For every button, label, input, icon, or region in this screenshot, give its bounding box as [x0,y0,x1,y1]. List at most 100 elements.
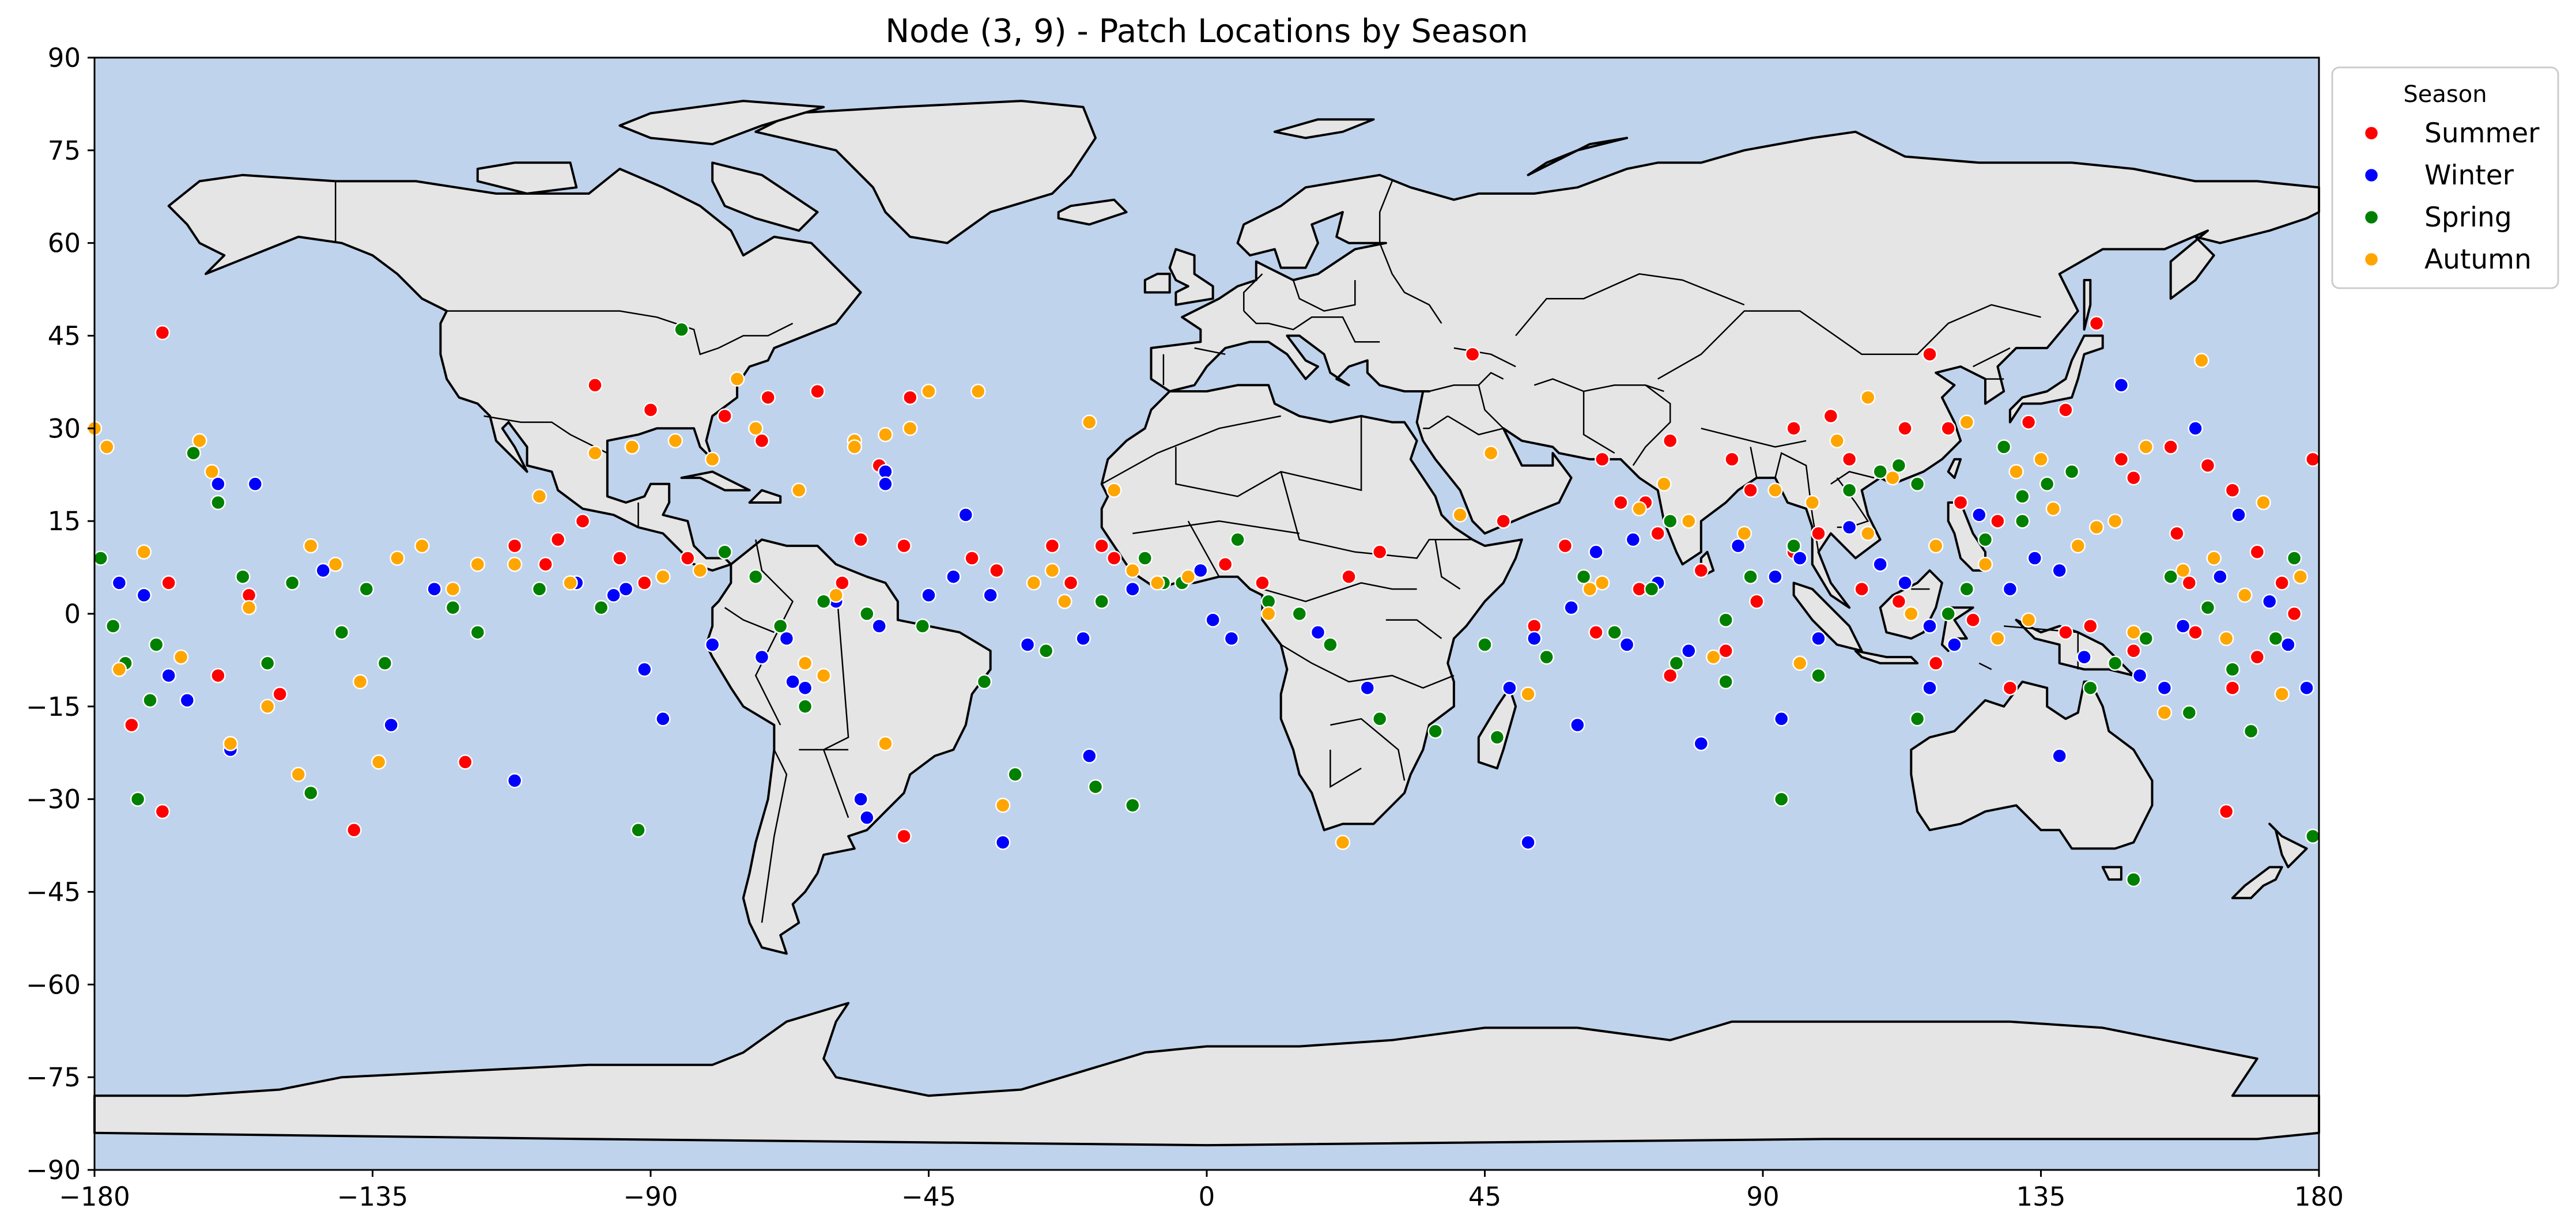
data-point-autumn [241,600,257,616]
data-point-autumn [445,581,461,597]
new-zealand-south-land [2231,866,2283,900]
country-border [1973,347,2011,368]
data-point-spring [772,618,788,634]
data-point-winter [878,476,893,492]
data-point-spring [1607,624,1622,640]
data-point-autumn [1631,501,1647,516]
iceland-land [1057,198,1128,226]
data-point-spring [2107,655,2123,671]
data-point-summer [643,402,659,418]
data-point-summer [2083,618,2098,634]
data-point-spring [470,624,486,640]
data-point-autumn [667,433,683,449]
data-point-summer [1718,643,1733,659]
data-point-spring [2224,662,2241,677]
data-point-summer [2224,482,2241,498]
data-point-summer [754,433,770,449]
japan-land [2008,334,2104,424]
y-tick-label: −30 [26,784,81,815]
data-point-winter [754,649,770,665]
x-tick-label: −90 [624,1181,678,1212]
data-point-autumn [204,464,220,479]
data-point-autumn [1594,575,1610,591]
data-point-winter [995,834,1011,850]
data-point-summer [810,383,825,399]
data-point-spring [915,618,931,634]
data-point-spring [2305,828,2321,844]
data-point-winter [1619,637,1635,652]
data-point-autumn [1903,606,1919,622]
data-point-autumn [1977,556,1993,572]
data-point-autumn [587,445,603,461]
data-point-summer [154,324,171,341]
country-border [1533,378,1664,392]
data-point-spring [748,569,764,584]
data-point-summer [896,538,912,554]
data-point-spring [674,322,689,338]
data-point-summer [272,686,288,702]
data-point-winter [1767,569,1783,584]
data-point-winter [1223,630,1240,647]
data-point-summer [2126,643,2141,659]
legend-box [2331,66,2559,289]
data-point-spring [445,600,461,616]
x-tick-label: 135 [2016,1181,2066,1212]
data-point-summer [1811,526,1826,541]
data-point-summer [1724,451,1740,467]
data-point-autumn [390,550,405,566]
x-tick-label: −135 [337,1181,409,1212]
data-point-summer [1255,575,1270,591]
country-border [1187,520,1220,577]
data-point-autumn [1125,562,1140,579]
data-point-spring [1909,476,1925,492]
south-america-land [705,538,992,955]
country-border [1515,273,1745,337]
data-point-autumn [847,439,863,455]
data-point-autumn [1335,834,1351,850]
data-point-winter [1625,532,1641,547]
data-point-winter [315,562,331,579]
data-point-winter [1502,680,1517,696]
data-point-spring [2268,630,2284,647]
country-border [1329,749,1362,788]
data-point-autumn [1656,476,1672,492]
data-point-winter [2188,421,2203,436]
data-point-winter [2261,594,2277,609]
data-point-spring [531,581,547,597]
data-point-summer [2286,606,2302,622]
data-point-spring [105,618,121,634]
y-tick-label: 90 [48,43,81,73]
country-border [724,607,775,633]
data-point-spring [1087,779,1104,795]
data-point-winter [655,711,671,727]
data-point-summer [1106,550,1122,566]
java-land [1854,650,1919,664]
data-point-summer [1588,624,1604,640]
data-point-autumn [2237,587,2253,603]
ellesmere-land [618,100,825,146]
data-point-summer [2224,680,2241,696]
country-border [447,310,794,356]
data-point-winter [1527,630,1542,647]
y-tick-label: −45 [26,877,81,908]
y-axis: 90 75 60 45 30 15 0 −15 −30 −45 −60 −75 −90 [26,43,95,1185]
data-point-summer [834,575,850,591]
data-point-spring [1291,606,1308,622]
data-point-spring [2015,513,2030,529]
country-border [1132,520,1300,534]
sakhalin-land [2083,279,2092,331]
data-point-summer [612,550,628,566]
data-point-winter [2002,581,2018,597]
data-point-summer [637,575,652,591]
data-point-summer [680,550,696,566]
data-point-autumn [1026,575,1042,591]
data-point-autumn [1260,606,1276,622]
legend-label-autumn: Autumn [2424,244,2532,275]
data-point-winter [2113,377,2129,393]
data-point-winter [797,680,813,696]
data-point-spring [130,791,146,807]
data-point-autumn [878,735,893,752]
data-point-autumn [1990,630,2005,647]
data-point-spring [186,445,201,461]
country-border [1262,582,1417,602]
